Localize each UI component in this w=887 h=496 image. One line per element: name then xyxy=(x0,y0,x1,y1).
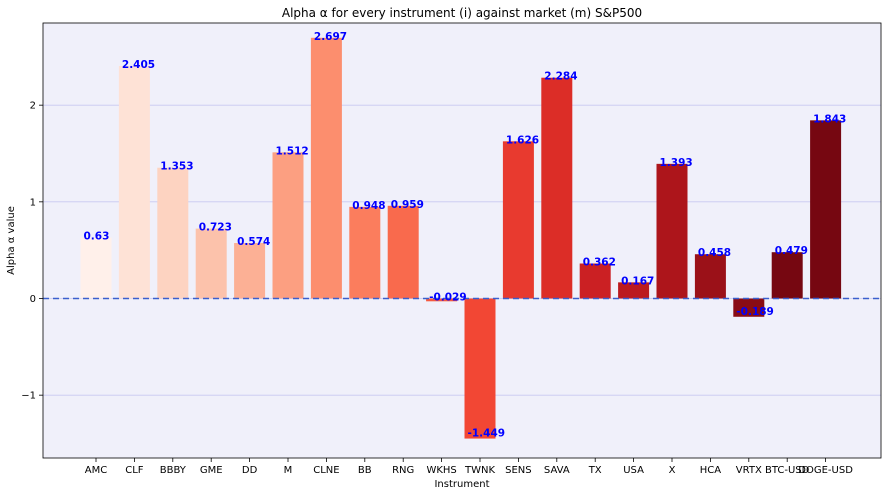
x-axis-label: Instrument xyxy=(434,479,489,490)
x-tick-label: X xyxy=(669,465,676,476)
data-label: -0.189 xyxy=(736,306,774,318)
bar-vrtx xyxy=(733,298,765,317)
bar-bb xyxy=(349,206,381,299)
x-tick-label: SAVA xyxy=(544,465,570,476)
x-tick-label: BBBY xyxy=(160,465,187,476)
data-label: 0.362 xyxy=(583,257,616,269)
bar-twnk xyxy=(464,298,496,439)
bar-clne xyxy=(310,37,342,299)
data-label: 0.167 xyxy=(621,275,654,287)
x-axis-ticks: AMC CLF BBBY GME DD M CLNE BB RNG WKHS TWNK SENS SAV… xyxy=(85,458,853,476)
data-label: 1.353 xyxy=(160,161,193,173)
y-tick-label: 0 xyxy=(30,294,36,305)
y-axis-ticks: −1 0 1 2 xyxy=(21,101,43,402)
chart-title: Alpha α for every instrument (i) against… xyxy=(282,6,642,20)
bar-tx xyxy=(579,263,611,299)
x-tick-label: AMC xyxy=(85,465,107,476)
x-tick-label: M xyxy=(284,465,293,476)
bar-usa xyxy=(618,282,650,299)
x-tick-label: HCA xyxy=(700,465,722,476)
bar-doge-usd xyxy=(810,120,842,299)
x-tick-label: WKHS xyxy=(426,465,456,476)
bar-rng xyxy=(387,205,419,299)
plot-frame xyxy=(42,22,882,459)
bar-m xyxy=(272,152,304,299)
x-tick-label: GME xyxy=(200,465,223,476)
x-tick-label: CLF xyxy=(125,465,144,476)
bar-wkhs xyxy=(426,298,458,302)
x-tick-label: SENS xyxy=(505,465,532,476)
bar-amc xyxy=(80,237,112,299)
axes-frame xyxy=(42,22,882,459)
data-labels: 0.63 2.405 1.353 0.723 0.574 1.512 2.697 0.948 0… xyxy=(84,31,847,440)
data-label: 1.843 xyxy=(813,113,846,125)
data-label: 1.393 xyxy=(660,157,693,169)
y-axis-label: Alpha α value xyxy=(6,206,17,275)
data-label: 1.626 xyxy=(506,134,539,146)
bar-sens xyxy=(502,141,534,299)
bar-dd xyxy=(234,243,266,299)
data-label: -0.029 xyxy=(429,292,467,304)
data-label: 1.512 xyxy=(276,145,309,157)
data-label: 2.284 xyxy=(544,71,577,83)
data-label: 0.959 xyxy=(391,199,424,211)
y-tick-label: −1 xyxy=(21,391,36,402)
data-label: 2.405 xyxy=(122,59,155,71)
bar-btc-usd xyxy=(771,252,803,299)
x-tick-label: RNG xyxy=(392,465,414,476)
bar-hca xyxy=(694,254,726,299)
x-tick-label: DD xyxy=(242,465,258,476)
x-tick-label: BTC-USD xyxy=(765,465,810,476)
y-tick-label: 2 xyxy=(30,101,36,112)
x-tick-label: VRTX xyxy=(736,465,762,476)
x-tick-label: BB xyxy=(358,465,372,476)
bar-gme xyxy=(195,228,227,299)
x-tick-label: DOGE-USD xyxy=(798,465,853,476)
data-label: 0.723 xyxy=(199,222,232,234)
bars xyxy=(80,37,842,439)
data-label: -1.449 xyxy=(468,428,506,440)
bar-bbby xyxy=(157,167,189,299)
y-tick-label: 1 xyxy=(30,197,36,208)
data-label: 2.697 xyxy=(314,31,347,43)
x-tick-label: TWNK xyxy=(464,465,495,476)
bar-x xyxy=(656,163,688,299)
data-label: 0.458 xyxy=(698,247,731,259)
data-label: 0.479 xyxy=(775,245,808,257)
bar-clf xyxy=(118,66,150,299)
x-tick-label: CLNE xyxy=(313,465,339,476)
x-tick-label: USA xyxy=(623,465,644,476)
bar-sava xyxy=(541,77,573,299)
data-label: 0.948 xyxy=(352,200,385,212)
x-tick-label: TX xyxy=(588,465,602,476)
data-label: 0.574 xyxy=(237,236,270,248)
data-label: 0.63 xyxy=(84,231,110,243)
